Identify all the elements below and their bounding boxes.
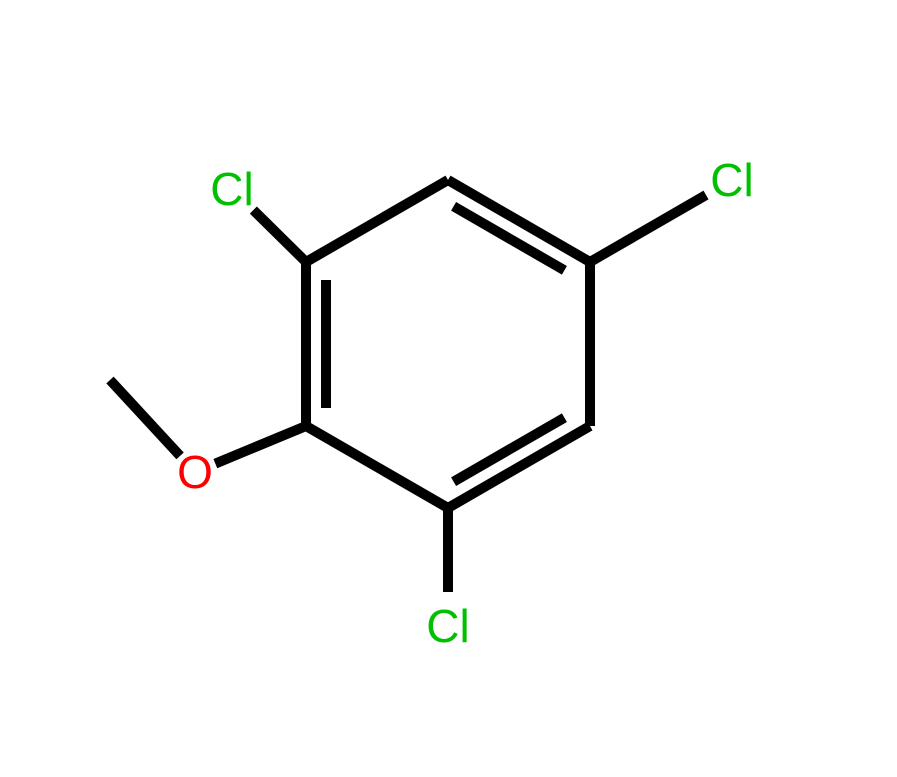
atom-label-cl6: Cl <box>210 163 253 215</box>
chemical-structure-diagram: Cl Cl Cl O <box>0 0 897 777</box>
atom-label-cl2: Cl <box>710 154 753 206</box>
atom-label-o5: O <box>177 446 213 498</box>
atom-label-cl4: Cl <box>426 600 469 652</box>
